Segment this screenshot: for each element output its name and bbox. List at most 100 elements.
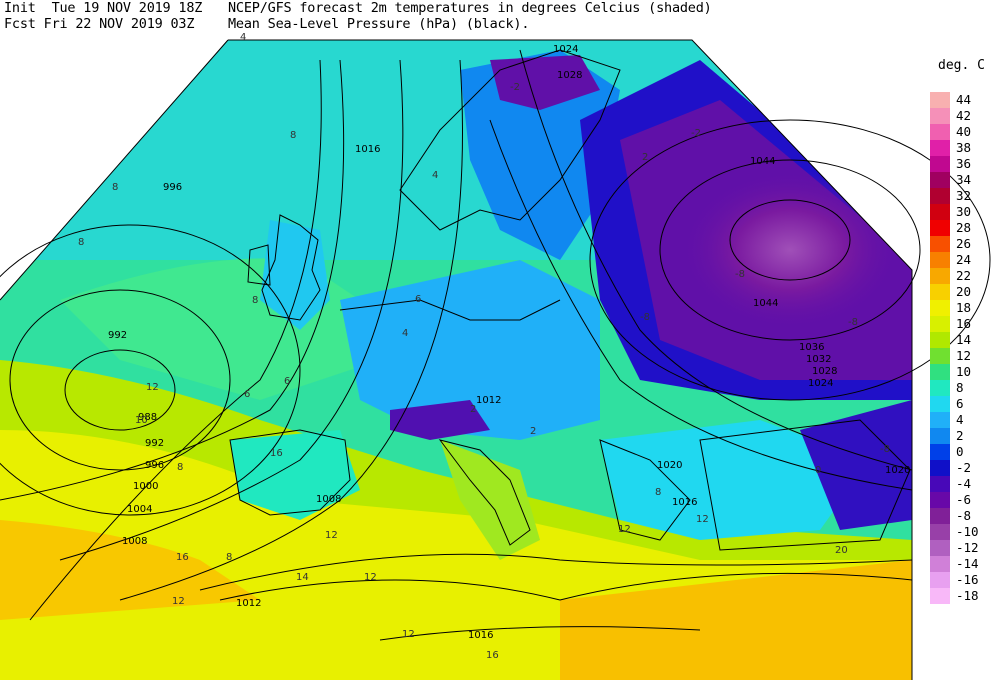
legend-swatch bbox=[930, 252, 950, 268]
chart-title-line1: NCEP/GFS forecast 2m temperatures in deg… bbox=[228, 0, 712, 16]
isobar-label: 1020 bbox=[657, 460, 682, 471]
isobar-label: 1024 bbox=[553, 44, 578, 55]
isobar-label: 1044 bbox=[750, 156, 775, 167]
legend-label: -6 bbox=[956, 492, 972, 507]
legend-label: -4 bbox=[956, 476, 972, 491]
temp-label: 0 bbox=[815, 465, 821, 476]
legend-label: -8 bbox=[956, 508, 972, 523]
legend-swatch bbox=[930, 556, 950, 572]
temp-label: 20 bbox=[835, 545, 848, 556]
legend-swatch bbox=[930, 348, 950, 364]
legend-label: 16 bbox=[956, 316, 972, 331]
temp-label: -8 bbox=[735, 269, 745, 280]
legend-label: 20 bbox=[956, 284, 972, 299]
init-time: Init Tue 19 NOV 2019 18Z bbox=[4, 0, 203, 16]
temp-label: 2 bbox=[470, 404, 476, 415]
temp-label: 4 bbox=[432, 170, 438, 181]
legend-swatch bbox=[930, 236, 950, 252]
legend-label: 24 bbox=[956, 252, 972, 267]
temp-label: 12 bbox=[172, 596, 185, 607]
temp-label: 16 bbox=[486, 650, 499, 661]
isobar-label: 1016 bbox=[468, 630, 493, 641]
legend-swatch bbox=[930, 540, 950, 556]
isobar-label: 1028 bbox=[557, 70, 582, 81]
legend-swatch bbox=[930, 220, 950, 236]
legend-swatch bbox=[930, 284, 950, 300]
legend-label: 6 bbox=[956, 396, 964, 411]
temp-label: 10 bbox=[135, 415, 148, 426]
legend-swatch bbox=[930, 524, 950, 540]
legend-label: 40 bbox=[956, 124, 972, 139]
isobar-label: 1004 bbox=[127, 504, 152, 515]
isobar-label: 1020 bbox=[885, 465, 910, 476]
isobar-label: 1000 bbox=[133, 481, 158, 492]
coastlines bbox=[199, 49, 913, 591]
legend-label: -10 bbox=[956, 524, 979, 539]
legend-swatch bbox=[930, 124, 950, 140]
temp-label: 2 bbox=[642, 152, 648, 163]
temp-label: 6 bbox=[244, 389, 250, 400]
legend-swatch bbox=[930, 364, 950, 380]
legend-swatch bbox=[930, 492, 950, 508]
legend-swatch bbox=[930, 396, 950, 412]
legend-label: 36 bbox=[956, 156, 972, 171]
temp-label: 8 bbox=[226, 552, 232, 563]
isobar-label: 992 bbox=[145, 438, 164, 449]
legend-label: 2 bbox=[956, 428, 964, 443]
temp-label: 12 bbox=[146, 382, 159, 393]
legend-swatch bbox=[930, 172, 950, 188]
legend-swatch bbox=[930, 428, 950, 444]
temp-label: 12 bbox=[618, 524, 631, 535]
legend-label: 18 bbox=[956, 300, 972, 315]
temp-label: 12 bbox=[696, 514, 709, 525]
isobar-label: 996 bbox=[145, 460, 164, 471]
temp-label: 16 bbox=[176, 552, 189, 563]
temp-label: 8 bbox=[112, 182, 118, 193]
legend-label: 42 bbox=[956, 108, 972, 123]
temp-label: -8 bbox=[848, 317, 858, 328]
legend-swatch bbox=[930, 316, 950, 332]
temp-label: 6 bbox=[415, 294, 421, 305]
temperature-labels: 4 8 8 8 8 6 6 12 8 10 16 12 14 12 16 12 … bbox=[78, 32, 890, 661]
legend-label: 0 bbox=[956, 444, 964, 459]
legend-label: 10 bbox=[956, 364, 972, 379]
legend-label: 26 bbox=[956, 236, 972, 251]
legend-label: 32 bbox=[956, 188, 972, 203]
legend-swatch bbox=[930, 300, 950, 316]
legend-swatch bbox=[930, 412, 950, 428]
legend-label: -12 bbox=[956, 540, 979, 555]
temp-label: 8 bbox=[177, 462, 183, 473]
isobar-label: 1032 bbox=[806, 354, 831, 365]
legend-label: 34 bbox=[956, 172, 972, 187]
legend-swatch bbox=[930, 332, 950, 348]
temp-label: 8 bbox=[252, 295, 258, 306]
legend-swatch bbox=[930, 108, 950, 124]
legend-swatch bbox=[930, 572, 950, 588]
temp-label: 8 bbox=[290, 130, 296, 141]
isobar-label: 996 bbox=[163, 182, 182, 193]
temp-label: -8 bbox=[640, 312, 650, 323]
isobar-label: 1008 bbox=[316, 494, 341, 505]
temp-label: 4 bbox=[240, 32, 246, 43]
isobars bbox=[0, 49, 991, 641]
isobar-label: 1012 bbox=[476, 395, 501, 406]
isobar-label: 992 bbox=[108, 330, 127, 341]
legend-swatch bbox=[930, 140, 950, 156]
legend-label: 8 bbox=[956, 380, 964, 395]
legend-swatch bbox=[930, 460, 950, 476]
isobar-label: 988 bbox=[138, 412, 157, 423]
isobar-label: 1016 bbox=[672, 497, 697, 508]
temp-label: 12 bbox=[402, 629, 415, 640]
isobar-label: 1028 bbox=[812, 366, 837, 377]
isobar-label: 1008 bbox=[122, 536, 147, 547]
isobar-label: 1024 bbox=[808, 378, 833, 389]
legend-label: 4 bbox=[956, 412, 964, 427]
legend-label: 44 bbox=[956, 92, 972, 107]
legend-label: 28 bbox=[956, 220, 972, 235]
legend-swatch bbox=[930, 156, 950, 172]
temp-label: 6 bbox=[284, 376, 290, 387]
isobar-labels: 1016 996 992 988 992 996 1000 1004 1008 … bbox=[108, 44, 910, 641]
temp-label: 4 bbox=[402, 328, 408, 339]
